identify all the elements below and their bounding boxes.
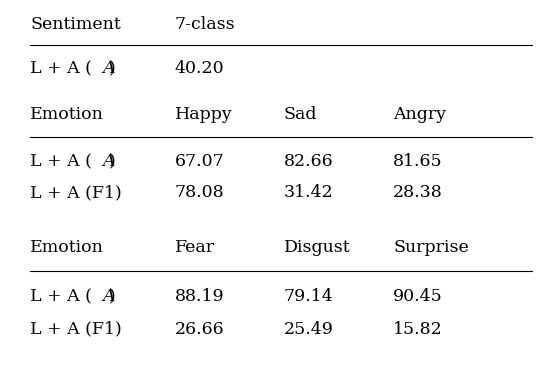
Text: ): ) — [109, 60, 116, 77]
Text: 7-class: 7-class — [175, 16, 235, 33]
Text: ): ) — [109, 153, 116, 170]
Text: Disgust: Disgust — [284, 239, 351, 256]
Text: ): ) — [109, 288, 116, 305]
Text: 40.20: 40.20 — [175, 60, 224, 77]
Text: 79.14: 79.14 — [284, 288, 334, 305]
Text: L + A (: L + A ( — [30, 153, 92, 170]
Text: L + A (F1): L + A (F1) — [30, 184, 122, 201]
Text: 26.66: 26.66 — [175, 321, 224, 338]
Text: A: A — [102, 288, 115, 305]
Text: L + A (: L + A ( — [30, 288, 92, 305]
Text: Angry: Angry — [393, 106, 446, 123]
Text: L + A (F1): L + A (F1) — [30, 321, 122, 338]
Text: 31.42: 31.42 — [284, 184, 334, 201]
Text: Sentiment: Sentiment — [30, 16, 121, 33]
Text: 78.08: 78.08 — [175, 184, 224, 201]
Text: A: A — [102, 60, 115, 77]
Text: Surprise: Surprise — [393, 239, 469, 256]
Text: 88.19: 88.19 — [175, 288, 224, 305]
Text: 81.65: 81.65 — [393, 153, 443, 170]
Text: Emotion: Emotion — [30, 239, 104, 256]
Text: Emotion: Emotion — [30, 106, 104, 123]
Text: 28.38: 28.38 — [393, 184, 443, 201]
Text: 67.07: 67.07 — [175, 153, 224, 170]
Text: Sad: Sad — [284, 106, 317, 123]
Text: A: A — [102, 153, 115, 170]
Text: Happy: Happy — [175, 106, 233, 123]
Text: 15.82: 15.82 — [393, 321, 443, 338]
Text: 90.45: 90.45 — [393, 288, 443, 305]
Text: L + A (: L + A ( — [30, 60, 92, 77]
Text: 25.49: 25.49 — [284, 321, 334, 338]
Text: Fear: Fear — [175, 239, 215, 256]
Text: 82.66: 82.66 — [284, 153, 334, 170]
